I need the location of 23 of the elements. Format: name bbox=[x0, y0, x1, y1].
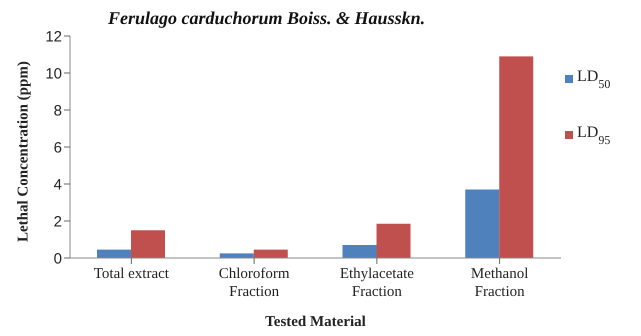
x-axis-title: Tested Material bbox=[265, 314, 366, 330]
x-tick-label: Ethylacetate Fraction bbox=[340, 266, 414, 300]
x-tick-label: Methanol Fraction bbox=[470, 266, 528, 300]
x-tick-label: Total extract bbox=[94, 266, 170, 282]
y-tick-label: 8 bbox=[54, 102, 62, 120]
bar bbox=[499, 56, 534, 258]
y-tick-label: 10 bbox=[45, 65, 62, 82]
y-tick-label: 6 bbox=[54, 139, 62, 156]
x-tick-label: Chloroform Fraction bbox=[218, 266, 290, 300]
y-tick-label: 12 bbox=[45, 28, 62, 46]
bar bbox=[254, 250, 288, 258]
bar bbox=[97, 250, 132, 258]
chart-title: Ferulago carduchorum Boiss. & Hausskn. bbox=[107, 8, 426, 30]
y-axis-title: Lethal Concentration (ppm) bbox=[15, 61, 32, 242]
legend-label: LD$_{50}$ bbox=[577, 68, 610, 91]
bar bbox=[342, 245, 377, 258]
bar bbox=[131, 230, 166, 258]
bar bbox=[465, 190, 500, 258]
legend-label: LD$_{95}$ bbox=[577, 124, 610, 147]
bar bbox=[376, 224, 411, 258]
y-tick-label: 4 bbox=[54, 176, 62, 194]
y-tick-label: 0 bbox=[54, 250, 62, 268]
y-tick-label: 2 bbox=[54, 213, 62, 230]
